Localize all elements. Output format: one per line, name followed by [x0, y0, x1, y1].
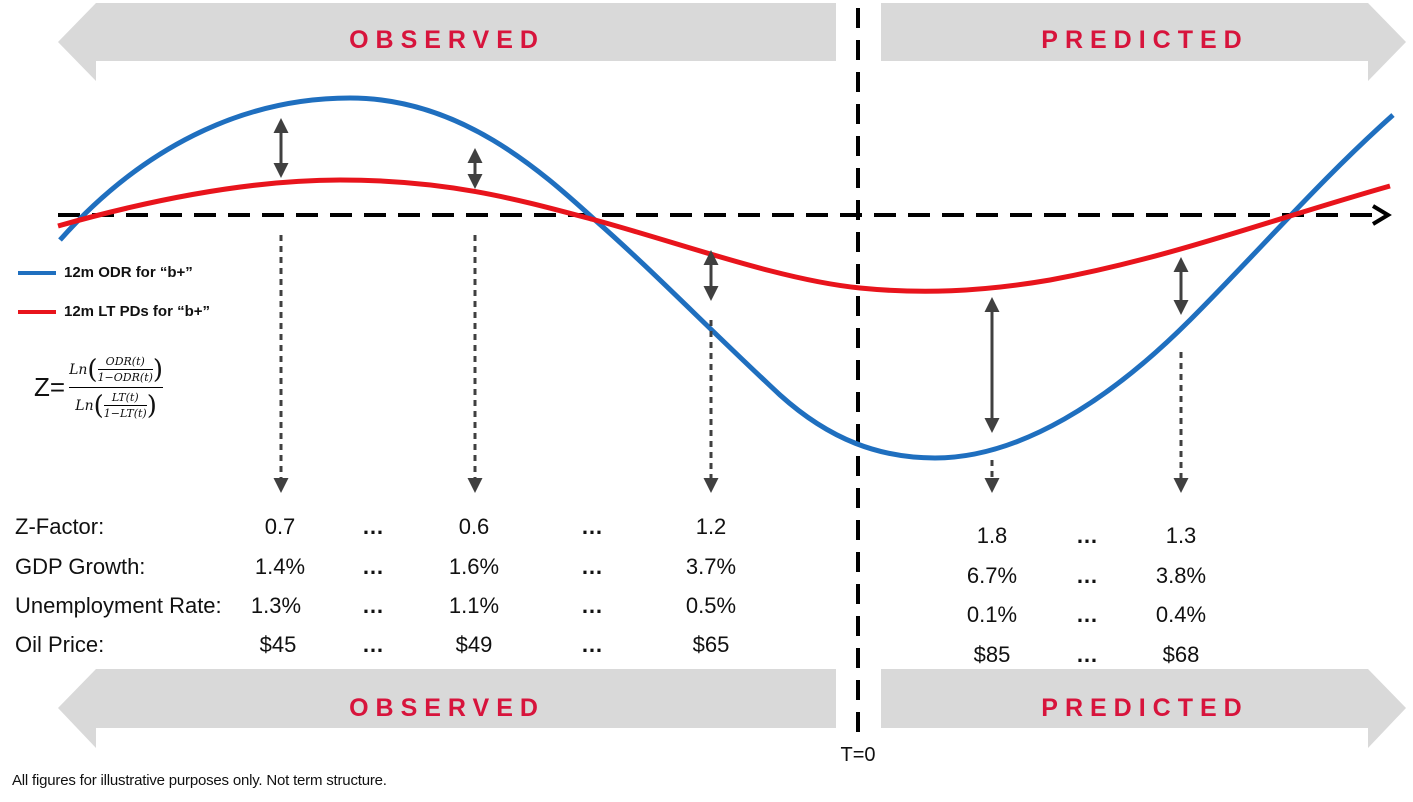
predicted-value: $85: [973, 642, 1011, 667]
observed-value: 0.6: [458, 514, 490, 539]
ellipsis: …: [1076, 642, 1098, 667]
legend-lt-swatch: [18, 309, 56, 314]
row-label-z-factor: Z-Factor:: [15, 514, 105, 539]
ellipsis: …: [581, 632, 603, 657]
formula-lt-den: 1−LT(t): [103, 407, 147, 420]
banner-predicted-top-label: PREDICTED: [1041, 26, 1248, 54]
z-formula: Z= Ln ( ODR(t) 1−ODR(t) ) Ln ( LT(t) 1−L…: [34, 354, 164, 421]
observed-value: 1.3%: [250, 593, 302, 618]
legend-odr-label: 12m ODR for “b+”: [64, 264, 193, 281]
time-axis-arrowhead: [1371, 204, 1392, 226]
banner-observed-top-label: OBSERVED: [349, 26, 545, 54]
legend-odr: 12m ODR for “b+”: [18, 264, 193, 281]
predicted-value: $68: [1162, 642, 1200, 667]
row-label-oil-price: Oil Price:: [15, 632, 105, 657]
observed-value: 1.6%: [448, 554, 500, 579]
observed-value: 1.4%: [254, 554, 306, 579]
banner-arrow-observed-top: [58, 3, 836, 81]
ellipsis: …: [362, 514, 384, 539]
predicted-value: 1.8: [976, 523, 1008, 548]
ellipsis: …: [581, 554, 603, 579]
legend-lt-label: 12m LT PDs for “b+”: [64, 303, 211, 320]
predicted-value: 1.3: [1165, 523, 1197, 548]
banner-arrow-observed-bottom: [58, 669, 836, 748]
predicted-value: 3.8%: [1155, 563, 1207, 588]
formula-numerator: Ln ( ODR(t) 1−ODR(t) ): [69, 354, 164, 385]
row-label-unemployment-rate: Unemployment Rate:: [15, 593, 222, 618]
formula-odr-num: ODR(t): [105, 355, 145, 368]
banner-observed-bottom-label: OBSERVED: [349, 694, 545, 722]
banner-arrow-predicted-top: [881, 3, 1406, 81]
ellipsis: …: [362, 554, 384, 579]
observed-value: 3.7%: [685, 554, 737, 579]
predicted-value: 0.4%: [1155, 602, 1207, 627]
observed-value: 0.5%: [685, 593, 737, 618]
ellipsis: …: [581, 593, 603, 618]
row-label-gdp-growth: GDP Growth:: [15, 554, 146, 579]
formula-denominator: Ln ( LT(t) 1−LT(t) ): [75, 390, 157, 421]
predicted-value: 0.1%: [966, 602, 1018, 627]
lt-pd-curve: [57, 177, 1391, 294]
ellipsis: …: [581, 514, 603, 539]
observed-value: $45: [259, 632, 297, 657]
formula-ln-numerator: Ln: [69, 361, 88, 378]
footnote: All figures for illustrative purposes on…: [12, 772, 387, 789]
formula-lt-num: LT(t): [111, 391, 139, 404]
t-zero-label: T=0: [840, 744, 876, 766]
ellipsis: …: [362, 593, 384, 618]
legend-lt: 12m LT PDs for “b+”: [18, 303, 210, 320]
ellipsis: …: [362, 632, 384, 657]
observed-value: $49: [455, 632, 493, 657]
predicted-value: 6.7%: [966, 563, 1018, 588]
ellipsis: …: [1076, 563, 1098, 588]
legend-odr-swatch: [18, 270, 56, 275]
formula-odr-den: 1−ODR(t): [97, 371, 153, 384]
ellipsis: …: [1076, 523, 1098, 548]
banner-arrow-predicted-bottom: [881, 669, 1406, 748]
ellipsis: …: [1076, 602, 1098, 627]
observed-value: 1.2: [695, 514, 727, 539]
banner-predicted-bottom-label: PREDICTED: [1041, 694, 1248, 722]
formula-ln-denominator: Ln: [75, 397, 94, 414]
formula-z: Z=: [34, 372, 66, 402]
odr-curve: [58, 95, 1395, 461]
observed-value: $65: [692, 632, 730, 657]
formula-main-fraction: Ln ( ODR(t) 1−ODR(t) ) Ln ( LT(t) 1−LT(t…: [69, 354, 164, 421]
observed-value: 1.1%: [448, 593, 500, 618]
observed-value: 0.7: [264, 514, 296, 539]
